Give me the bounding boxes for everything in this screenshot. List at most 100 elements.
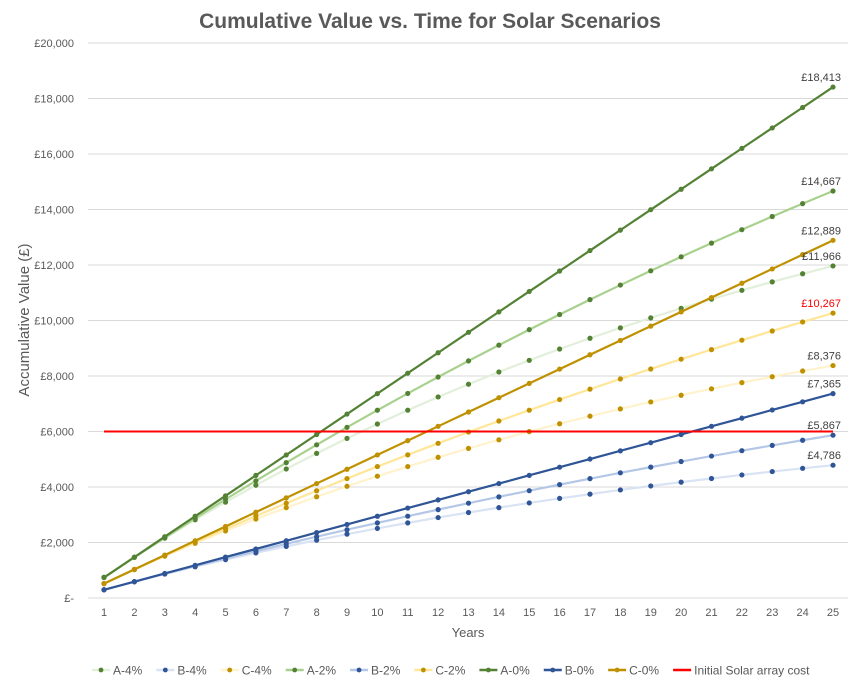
data-point (708, 386, 715, 392)
data-point (162, 534, 168, 540)
legend-label: A-0% (500, 664, 530, 678)
data-point (314, 494, 320, 500)
data-point (800, 201, 806, 207)
data-point (678, 186, 684, 192)
data-point (739, 472, 745, 478)
x-tick-label: 13 (462, 607, 474, 619)
data-point (283, 505, 289, 511)
data-point (769, 213, 775, 220)
data-point (496, 437, 502, 443)
legend-label: A-4% (113, 664, 143, 678)
y-axis-label: Accumulative Value (£) (16, 243, 33, 396)
data-point (465, 329, 472, 335)
data-point (617, 448, 623, 454)
data-point (131, 579, 137, 585)
data-point (587, 476, 593, 482)
data-point (314, 488, 320, 494)
data-point (648, 464, 654, 470)
data-point (405, 505, 411, 511)
data-point (496, 342, 502, 348)
legend-label: B-4% (177, 664, 207, 678)
x-tick-label: 25 (827, 607, 839, 619)
data-point (314, 442, 320, 448)
y-tick-label: £6,000 (40, 427, 74, 439)
data-point (405, 463, 411, 470)
x-tick-label: 18 (614, 607, 626, 619)
data-point (435, 394, 441, 400)
data-point (192, 513, 198, 519)
data-point (587, 386, 593, 392)
data-point (648, 483, 654, 489)
data-point (131, 566, 137, 572)
y-tick-label: £14,000 (34, 205, 74, 217)
data-point (526, 500, 532, 506)
data-point (587, 335, 593, 341)
data-point (769, 125, 775, 131)
data-point (435, 497, 441, 503)
data-point (496, 505, 502, 511)
x-tick-label: 5 (222, 607, 228, 619)
data-point (678, 479, 684, 485)
data-point (739, 415, 745, 421)
x-tick-label: 17 (584, 607, 596, 619)
data-point (557, 396, 563, 403)
data-point (708, 423, 715, 429)
y-tick-label: £18,000 (34, 94, 74, 106)
data-point (253, 509, 259, 515)
x-tick-label: 15 (523, 607, 535, 619)
data-point (314, 431, 320, 438)
data-point (587, 491, 593, 497)
data-point (314, 450, 320, 456)
data-point (587, 297, 593, 303)
x-tick-label: 14 (493, 607, 505, 619)
data-point (405, 520, 411, 526)
data-point (739, 448, 745, 454)
x-tick-label: 10 (371, 607, 383, 619)
data-point (708, 166, 715, 172)
data-point (253, 472, 259, 478)
data-point (557, 464, 563, 470)
data-point (435, 374, 441, 380)
data-point (496, 369, 502, 375)
data-point (678, 356, 684, 362)
data-point (648, 399, 654, 405)
data-point (708, 347, 715, 353)
data-point (465, 489, 472, 495)
data-point (769, 407, 775, 413)
data-point (344, 435, 350, 441)
data-point (283, 538, 289, 544)
data-point (496, 309, 502, 315)
data-point (101, 581, 107, 587)
data-point (222, 523, 229, 530)
data-point (314, 529, 320, 536)
x-tick-label: 21 (705, 607, 717, 619)
data-point (101, 587, 107, 593)
x-tick-label: 4 (192, 607, 198, 619)
data-point (465, 500, 472, 506)
data-label: £18,413 (801, 72, 841, 84)
data-point (314, 534, 320, 540)
legend-marker (227, 667, 233, 673)
data-point (678, 458, 684, 465)
data-label: £4,786 (807, 450, 841, 462)
y-tick-label: £2,000 (40, 538, 74, 550)
x-tick-label: 8 (314, 607, 320, 619)
data-label: £11,966 (802, 251, 841, 263)
data-point (587, 352, 593, 358)
data-point (769, 468, 775, 475)
data-point (162, 552, 168, 558)
x-tick-label: 7 (283, 607, 289, 619)
data-label: £5,867 (807, 420, 841, 432)
x-tick-label: 23 (766, 607, 778, 619)
data-point (405, 438, 411, 444)
data-point (648, 207, 654, 213)
data-point (678, 431, 684, 438)
data-point (101, 574, 107, 581)
data-point (648, 366, 654, 372)
y-tick-label: £10,000 (34, 316, 74, 328)
data-point (557, 268, 563, 274)
data-point (405, 407, 411, 413)
data-point (435, 514, 441, 521)
data-point (374, 513, 380, 519)
data-point (678, 305, 684, 311)
